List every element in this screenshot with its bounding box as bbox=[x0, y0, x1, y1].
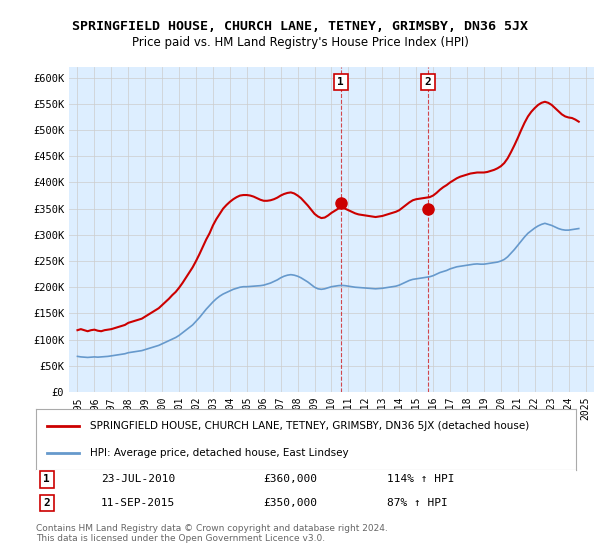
Text: 87% ↑ HPI: 87% ↑ HPI bbox=[387, 498, 448, 508]
Text: 1: 1 bbox=[337, 77, 344, 87]
Text: SPRINGFIELD HOUSE, CHURCH LANE, TETNEY, GRIMSBY, DN36 5JX (detached house): SPRINGFIELD HOUSE, CHURCH LANE, TETNEY, … bbox=[90, 421, 529, 431]
Text: Price paid vs. HM Land Registry's House Price Index (HPI): Price paid vs. HM Land Registry's House … bbox=[131, 36, 469, 49]
Text: SPRINGFIELD HOUSE, CHURCH LANE, TETNEY, GRIMSBY, DN36 5JX: SPRINGFIELD HOUSE, CHURCH LANE, TETNEY, … bbox=[72, 20, 528, 32]
Text: HPI: Average price, detached house, East Lindsey: HPI: Average price, detached house, East… bbox=[90, 448, 349, 458]
Text: £350,000: £350,000 bbox=[263, 498, 317, 508]
Text: 23-JUL-2010: 23-JUL-2010 bbox=[101, 474, 175, 484]
Text: 2: 2 bbox=[43, 498, 50, 508]
Text: £360,000: £360,000 bbox=[263, 474, 317, 484]
Text: 1: 1 bbox=[43, 474, 50, 484]
Text: 114% ↑ HPI: 114% ↑ HPI bbox=[387, 474, 455, 484]
Text: 11-SEP-2015: 11-SEP-2015 bbox=[101, 498, 175, 508]
Text: Contains HM Land Registry data © Crown copyright and database right 2024.
This d: Contains HM Land Registry data © Crown c… bbox=[36, 524, 388, 543]
Text: 2: 2 bbox=[425, 77, 431, 87]
